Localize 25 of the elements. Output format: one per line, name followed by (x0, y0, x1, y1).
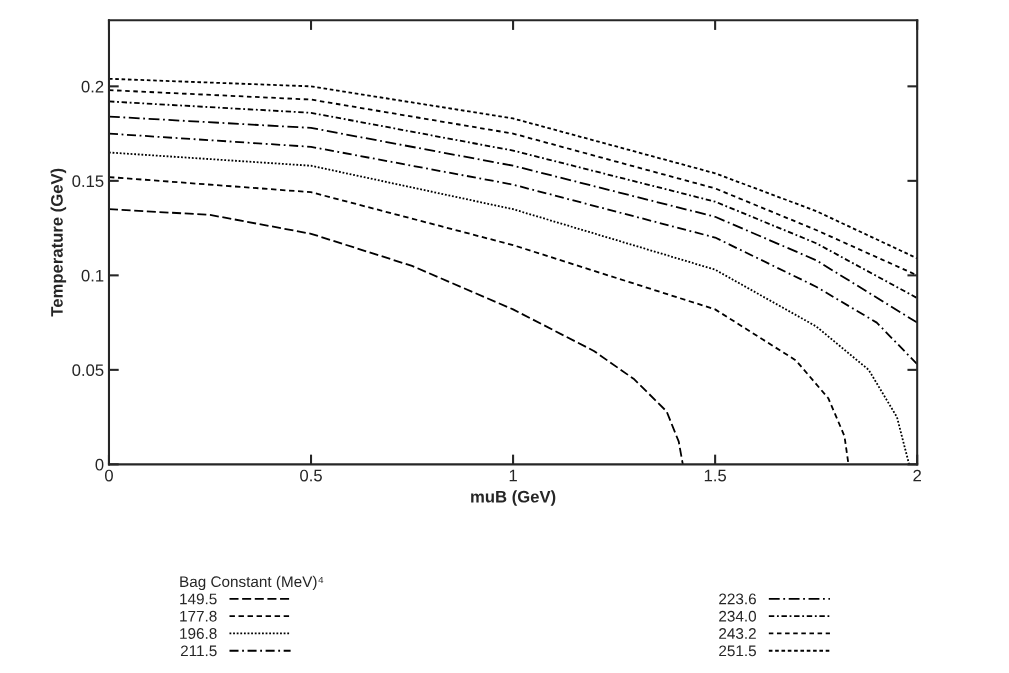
line-series (108, 115, 918, 324)
line-series (108, 208, 684, 465)
line-series (108, 100, 918, 299)
legend-label: 251.5 (719, 645, 756, 657)
y-axis-title: Temperature (GeV) (50, 168, 67, 317)
y-tick-label: 0.15 (72, 175, 104, 188)
legend-label: 149.5 (180, 593, 217, 605)
y-tick-label: 0.2 (81, 80, 104, 93)
legend-label: 211.5 (180, 645, 217, 657)
legend-label: 223.6 (719, 593, 756, 605)
y-tick-label: 0.05 (72, 364, 104, 377)
line-series (108, 132, 918, 366)
legend-label: 234.0 (719, 610, 757, 622)
legend-label: 196.8 (180, 628, 217, 639)
x-tick-label: 0.5 (300, 469, 322, 482)
y-tick-label: 0 (95, 458, 104, 471)
x-axis-title: muB (GeV) (471, 490, 556, 506)
x-tick-label: 2 (913, 469, 921, 482)
legend-label: 243.2 (719, 628, 756, 639)
x-tick-label: 1.5 (704, 469, 727, 482)
legend-label: 177.8 (180, 610, 217, 622)
legend-title: Bag Constant (MeV)⁴ (180, 575, 324, 591)
x-tick-label: 1 (509, 469, 517, 482)
x-tick-label: 0 (104, 469, 113, 482)
y-tick-label: 0.1 (81, 269, 104, 282)
